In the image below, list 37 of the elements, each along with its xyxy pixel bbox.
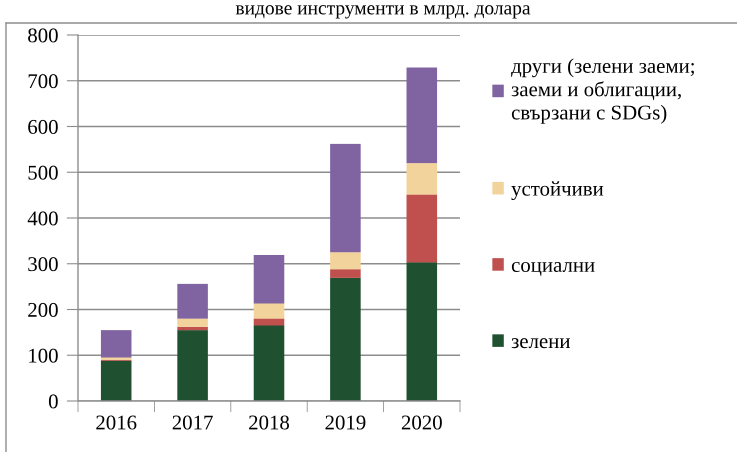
bar [177,284,208,319]
bar [254,304,284,319]
legend-label: други (зелени заеми; заеми и облигации, свързани с SDGs) [511,58,694,124]
bar [406,262,438,401]
y-tick-label: 400 [28,211,58,226]
y-tick-label: 600 [28,120,58,134]
chart-title: видове инструменти в млрд. долара [236,5,530,19]
y-tick-label: 800 [28,28,58,42]
bar [406,194,438,262]
legend-label: социални [512,262,595,276]
x-tick-label: 2016 [96,415,136,430]
y-tick-label: 200 [28,302,58,317]
bar [254,326,284,401]
y-tick-label: 0 [48,394,58,408]
x-tick-label: 2017 [172,415,213,430]
legend-label: зелени [512,338,570,348]
x-tick-label: 2020 [402,415,442,430]
bar [254,255,284,304]
bar [177,326,208,330]
bar [100,330,132,358]
y-tick-label: 500 [28,166,58,180]
bar [177,330,208,401]
bar [330,278,361,401]
bar [254,318,284,326]
legend-label: устойчиви [511,181,604,200]
bar [406,163,438,195]
y-tick-label: 300 [28,257,58,272]
bar [330,269,361,278]
bar [177,318,208,327]
x-tick-label: 2019 [325,415,366,430]
bar [330,252,361,270]
bar [100,360,132,401]
x-tick-label: 2018 [249,415,290,430]
y-tick-label: 100 [29,348,58,363]
bar [406,67,438,164]
bar [330,144,361,252]
y-tick-label: 700 [28,74,58,88]
